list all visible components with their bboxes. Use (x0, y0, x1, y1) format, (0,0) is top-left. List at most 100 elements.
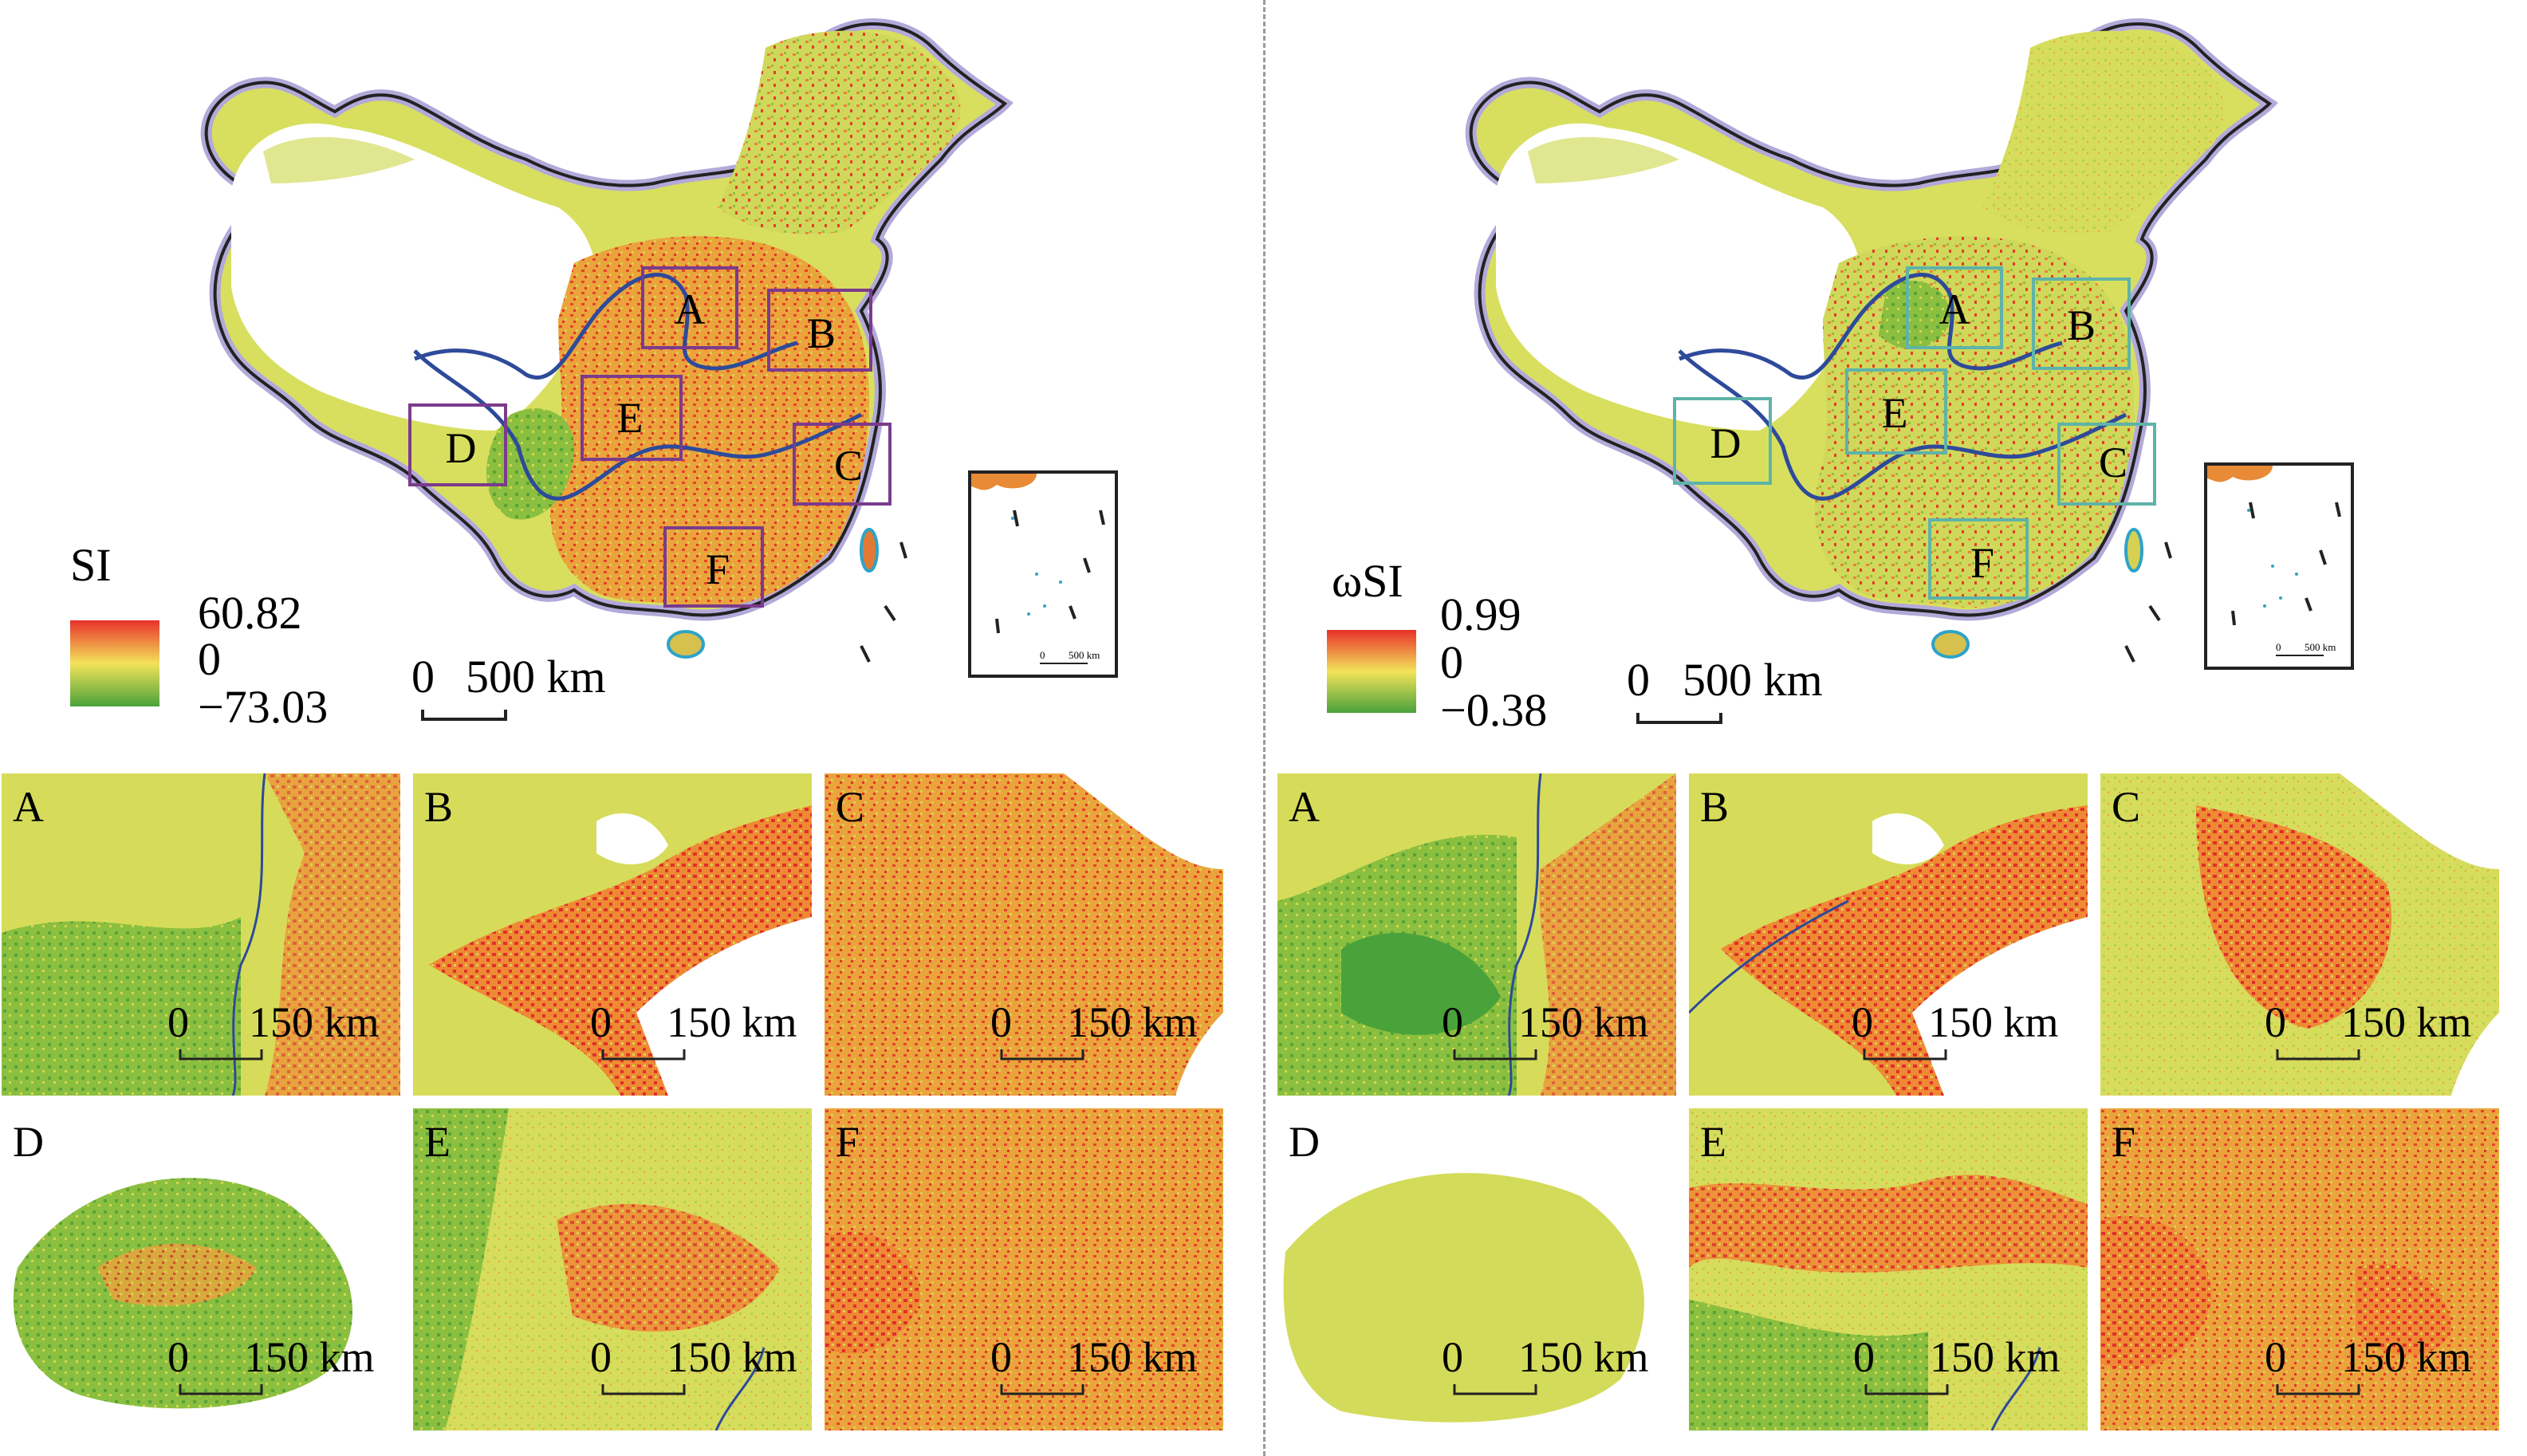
inset-label: E (424, 1118, 451, 1166)
mini-scale-zero: 0 (1040, 649, 1045, 661)
region-label-f: F (1970, 539, 1994, 587)
region-label-e: E (1882, 389, 1908, 437)
region-label-e: E (617, 394, 644, 442)
east-raster (550, 236, 869, 608)
region-label-c: C (834, 442, 863, 490)
inset-scale-zero: 0 (590, 1333, 612, 1381)
left-inset-b: B 0 150 km (413, 773, 812, 1096)
south-china-sea-inset: 0 500 km (2204, 462, 2354, 670)
legend-color-ramp (70, 620, 159, 706)
right-inset-b: B 0 150 km (1689, 773, 2088, 1096)
left-inset-e: E 0 150 km (413, 1108, 812, 1430)
inset-scale-dist: 150 km (244, 1333, 375, 1381)
yangtze-river (413, 349, 863, 501)
region-box-d (408, 403, 507, 486)
mini-scale-dist: 500 km (2305, 641, 2336, 653)
right-inset-f: F 0 150 km (2100, 1108, 2499, 1430)
region-box-b (2032, 277, 2131, 370)
inset-scale-zero: 0 (1853, 1333, 1875, 1381)
right-inset-c: C 0 150 km (2100, 773, 2499, 1096)
legend-max: 60.82 (198, 587, 302, 639)
region-box-f (663, 526, 764, 608)
region-label-b: B (2067, 301, 2096, 349)
legend-mid: 0 (198, 633, 221, 685)
inset-scale-dist: 150 km (667, 1333, 797, 1381)
legend-color-ramp (1327, 630, 1416, 713)
inset-label: E (1700, 1118, 1726, 1166)
region-box-c (2057, 423, 2156, 506)
inset-scale-zero: 0 (1442, 1333, 1463, 1381)
region-label-b: B (807, 309, 836, 357)
legend-min: −73.03 (198, 681, 328, 733)
inset-label: A (1289, 783, 1320, 831)
region-box-a (641, 266, 738, 349)
inset-label: F (2112, 1118, 2135, 1166)
inset-scale-dist: 150 km (1928, 998, 2059, 1046)
region-box-d (1673, 397, 1772, 485)
right-inset-a: A 0 150 km (1277, 773, 1676, 1096)
region-label-d: D (446, 424, 477, 472)
scale-dist: 500 km (466, 651, 606, 702)
scale-zero: 0 (1627, 654, 1650, 706)
legend-mid: 0 (1440, 636, 1463, 688)
sparse-west-area (231, 123, 596, 431)
region-box-e (581, 375, 683, 461)
inset-label: A (13, 783, 44, 831)
scale-zero: 0 (411, 651, 435, 702)
region-label-a: A (1939, 285, 1970, 333)
region-label-f: F (706, 545, 730, 593)
inset-scale-zero: 0 (1442, 998, 1463, 1046)
region-label-c: C (2099, 439, 2127, 486)
inset-scale-dist: 150 km (667, 998, 797, 1046)
inset-label: D (1289, 1118, 1320, 1166)
inset-scale-zero: 0 (167, 1333, 189, 1381)
region-box-f (1928, 518, 2029, 600)
inset-label: B (424, 783, 453, 831)
right-panel: A B C D E F 0 500 (1276, 0, 2527, 1456)
region-label-d: D (1710, 419, 1742, 467)
yellow-river (414, 273, 798, 380)
inset-scale-zero: 0 (2265, 1333, 2286, 1381)
inset-scale-dist: 150 km (249, 998, 380, 1046)
inset-label: C (836, 783, 864, 831)
right-inset-d: D 0 150 km (1277, 1108, 1676, 1430)
panel-divider (1263, 0, 1265, 1456)
inset-label: F (836, 1118, 860, 1166)
mini-scale-zero: 0 (2276, 641, 2281, 653)
right-inset-e: E 0 150 km (1689, 1108, 2088, 1430)
legend-title: SI (70, 539, 112, 591)
inset-scale-zero: 0 (1852, 998, 1873, 1046)
inset-scale-zero: 0 (590, 998, 612, 1046)
right-main-map: A B C D E F 0 500 (1327, 18, 2354, 736)
region-box-b (767, 289, 872, 372)
left-panel: A B C D E F 0 500 km (0, 0, 1260, 1456)
region-box-a (1906, 266, 2003, 349)
left-inset-f: F 0 150 km (825, 1108, 1223, 1430)
left-inset-d: D 0 150 km (2, 1108, 400, 1430)
legend-title: ωSI (1332, 555, 1403, 607)
inset-scale-dist: 150 km (2341, 1333, 2472, 1381)
inset-scale-dist: 150 km (1067, 1333, 1198, 1381)
inset-scale-dist: 150 km (1518, 1333, 1649, 1381)
legend-max: 0.99 (1440, 588, 1521, 640)
scale-bar (1636, 713, 1722, 724)
mini-scale-dist: 500 km (1069, 649, 1100, 661)
legend-min: −0.38 (1440, 684, 1547, 736)
scale-bar (421, 710, 507, 721)
inset-scale-dist: 150 km (1518, 998, 1649, 1046)
inset-scale-zero: 0 (2265, 998, 2286, 1046)
left-main-map: A B C D E F 0 500 km (70, 18, 1118, 733)
taiwan-island (860, 528, 879, 573)
inset-label: C (2112, 783, 2140, 831)
hainan-island (667, 630, 705, 659)
region-box-c (793, 423, 892, 506)
inset-scale-dist: 150 km (2341, 998, 2472, 1046)
region-label-a: A (675, 285, 706, 333)
inset-scale-dist: 150 km (1067, 998, 1198, 1046)
inset-scale-zero: 0 (990, 998, 1012, 1046)
south-china-sea-inset: 0 500 km (968, 470, 1118, 678)
region-box-e (1845, 368, 1947, 455)
inset-scale-dist: 150 km (1930, 1333, 2061, 1381)
inset-label: D (13, 1118, 44, 1166)
left-inset-a: A 0 150 km (2, 773, 400, 1096)
